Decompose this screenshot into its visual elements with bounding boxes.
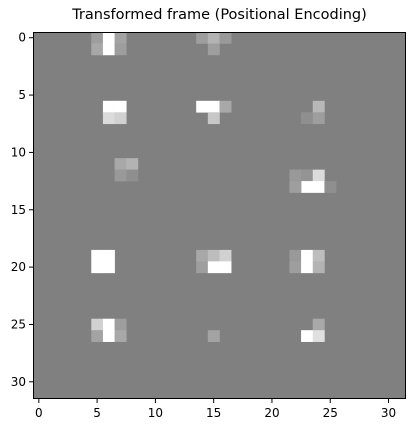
y-tick-label: 10 [11, 145, 26, 159]
y-tick-label: 5 [18, 88, 26, 102]
heatmap-cell [102, 318, 115, 331]
heatmap-cell [301, 330, 314, 342]
heatmap-cell [219, 261, 232, 274]
heatmap-cell [114, 100, 127, 113]
heatmap-cell [102, 249, 115, 262]
y-axis: 0 5 10 15 20 25 30 [11, 31, 33, 389]
x-tick-label: 0 [35, 406, 43, 420]
heatmap-cell [207, 112, 220, 125]
heatmap-cell [301, 169, 314, 182]
x-axis: 0 5 10 15 20 25 30 [35, 399, 396, 420]
heatmap-cell [312, 261, 325, 274]
heatmap-cell [289, 181, 302, 193]
heatmap-cell [114, 43, 127, 56]
heatmap-cell [114, 169, 127, 182]
x-tick-label: 10 [148, 406, 163, 420]
chart-title: Transformed frame (Positional Encoding) [72, 7, 367, 23]
x-tick-label: 20 [264, 406, 279, 420]
heatmap-cell [114, 112, 127, 125]
axes-frame [33, 32, 406, 399]
heatmap-cell [114, 32, 127, 44]
heatmap-cell [301, 249, 314, 262]
x-tick-label: 25 [323, 406, 338, 420]
heatmap-cell [207, 32, 220, 44]
y-tick-label: 25 [11, 317, 26, 331]
heatmap-cell [219, 32, 232, 44]
heatmap-cell [219, 100, 232, 113]
heatmap-cell [102, 100, 115, 113]
heatmap-cell [102, 261, 115, 274]
heatmap-cell [91, 43, 104, 56]
heatmap-background [33, 32, 406, 399]
heatmap-cell [196, 32, 209, 44]
heatmap-cell [301, 261, 314, 274]
heatmap-cell [91, 318, 104, 331]
heatmap-cell [289, 169, 302, 182]
heatmap-cell [102, 32, 115, 44]
heatmap-cell [312, 112, 325, 125]
heatmap-cell [207, 249, 220, 262]
heatmap-cell [114, 330, 127, 342]
heatmap-cell [324, 181, 337, 193]
heatmap-cell [102, 330, 115, 342]
heatmap-cell [114, 158, 127, 170]
heatmap-cell [312, 249, 325, 262]
x-tick-label: 5 [93, 406, 101, 420]
heatmap-cell [207, 261, 220, 274]
heatmap-cell [196, 100, 209, 113]
heatmap-cell [91, 32, 104, 44]
y-tick-label: 30 [11, 375, 26, 389]
heatmap-cell [301, 181, 314, 193]
heatmap-cell [207, 43, 220, 56]
heatmap-cell [312, 100, 325, 113]
heatmap-cell [312, 330, 325, 342]
heatmap-cell [312, 318, 325, 331]
heatmap-cell [114, 318, 127, 331]
heatmap-cell [207, 330, 220, 342]
heatmap-cell [289, 249, 302, 262]
heatmap-cell [289, 261, 302, 274]
heatmap-cell [196, 261, 209, 274]
y-tick-label: 20 [11, 260, 26, 274]
heatmap-cell [312, 169, 325, 182]
heatmap-cell [126, 158, 139, 170]
heatmap-cell [196, 249, 209, 262]
heatmap-cell [102, 43, 115, 56]
heatmap-cell [91, 249, 104, 262]
heatmap-cell [207, 100, 220, 113]
x-tick-label: 30 [381, 406, 396, 420]
heatmap-cell [312, 181, 325, 193]
heatmap-cell [219, 249, 232, 262]
heatmap-cell [102, 112, 115, 125]
heatmap-cell [301, 112, 314, 125]
y-tick-label: 15 [11, 203, 26, 217]
heatmap-cell [126, 169, 139, 182]
heatmap-cell [91, 261, 104, 274]
x-tick-label: 15 [206, 406, 221, 420]
y-tick-label: 0 [18, 31, 26, 45]
heatmap-cells [33, 32, 406, 399]
heatmap-cell [91, 330, 104, 342]
